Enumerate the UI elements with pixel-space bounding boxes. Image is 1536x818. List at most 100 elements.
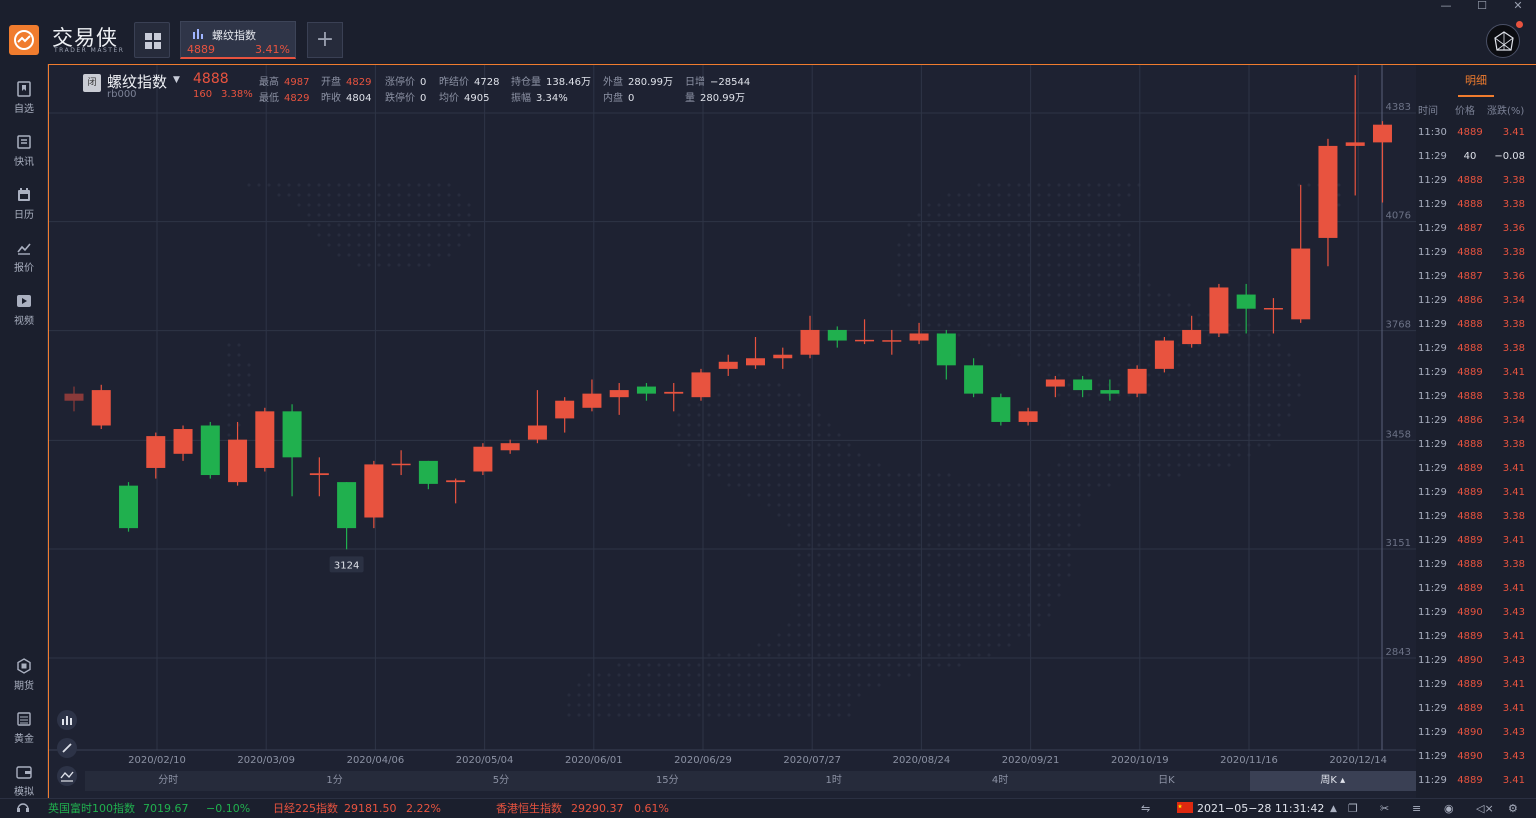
candle <box>309 457 329 497</box>
chart-panel[interactable]: 4383 4076 3768 3458 3151 2843 2020/02/10 2020/… <box>48 64 1416 798</box>
sidebar-item-video[interactable]: 视频 <box>0 284 48 334</box>
trade-row: 11:29 4889 3.41 <box>1416 673 1536 697</box>
sidebar-item-calendar[interactable]: 日历 <box>0 178 48 228</box>
trade-time: 11:29 <box>1418 751 1447 762</box>
candle <box>173 425 193 461</box>
trade-row: 11:29 40 −0.08 <box>1416 145 1536 169</box>
minimize-button[interactable]: — <box>1431 0 1461 14</box>
quote-field-label: 开盘 <box>321 77 341 88</box>
candle <box>636 383 656 401</box>
timeframe-tab[interactable]: 4时 <box>991 775 1009 786</box>
trade-price: 40 <box>1463 151 1477 162</box>
indicator-tool-button[interactable] <box>57 710 77 730</box>
candle <box>882 329 902 355</box>
headset-icon[interactable] <box>15 799 31 818</box>
trade-time: 11:29 <box>1418 487 1447 498</box>
trade-row: 11:29 4889 3.41 <box>1416 577 1536 601</box>
candle <box>855 319 875 345</box>
chevron-down-icon[interactable]: ▼ <box>173 75 180 85</box>
candle <box>1045 375 1065 398</box>
quote-field: 日增 −28544 <box>685 73 750 88</box>
ticker-name[interactable]: 香港恒生指数 <box>496 802 562 815</box>
trade-price: 4889 <box>1457 679 1483 690</box>
trade-price: 4888 <box>1457 511 1483 522</box>
candle <box>64 386 84 412</box>
logo-text: 交易侠 <box>52 26 118 50</box>
candle <box>582 379 602 412</box>
instrument-tab[interactable]: 螺纹指数 4889 3.41% <box>180 21 296 59</box>
tools-icon[interactable]: ✂ <box>1380 802 1390 815</box>
close-button[interactable]: ✕ <box>1503 0 1533 14</box>
quote-field-value: 280.99万 <box>628 77 673 88</box>
trade-time: 11:29 <box>1418 535 1447 546</box>
instrument-name[interactable]: 螺纹指数 <box>107 73 168 91</box>
sidebar-item-news[interactable]: 快讯 <box>0 125 48 175</box>
timeframe-tab[interactable]: 15分 <box>655 775 679 786</box>
layout-grid-button[interactable] <box>134 22 170 58</box>
trade-price: 4889 <box>1457 775 1483 786</box>
trade-time: 11:29 <box>1418 295 1447 306</box>
candle <box>827 326 847 348</box>
trade-time: 11:29 <box>1418 439 1447 450</box>
maximize-button[interactable]: ☐ <box>1467 0 1497 14</box>
draw-tool-button[interactable] <box>57 738 77 758</box>
timeframe-tab[interactable]: 周K ▴ <box>1249 771 1416 791</box>
ticker-name[interactable]: 日经225指数 <box>273 802 338 815</box>
x-tick-label: 2020/06/29 <box>674 755 732 766</box>
candle <box>1073 375 1093 398</box>
translate-icon[interactable]: ⇋ <box>1141 802 1151 815</box>
trade-price: 4888 <box>1457 559 1483 570</box>
mute-icon[interactable]: ◁× <box>1476 802 1494 815</box>
x-tick-label: 2020/02/10 <box>128 755 186 766</box>
quote-field-value: 4829 <box>284 93 310 104</box>
camera-icon[interactable]: ◉ <box>1444 802 1454 815</box>
trade-change: 3.41 <box>1502 535 1525 546</box>
quote-field-label: 外盘 <box>603 77 623 88</box>
add-tab-button[interactable]: + <box>307 22 343 58</box>
quote-field-label: 振幅 <box>511 93 531 104</box>
trade-row: 11:29 4889 3.41 <box>1416 625 1536 649</box>
trade-time: 11:29 <box>1418 151 1447 162</box>
quote-field-value: −28544 <box>710 77 751 88</box>
trade-price: 4889 <box>1457 463 1483 474</box>
trade-time: 11:29 <box>1418 343 1447 354</box>
sidebar-item-simulate[interactable]: 模拟 <box>0 755 48 805</box>
timeframe-tab[interactable]: 分时 <box>158 775 179 786</box>
candle <box>1154 337 1174 373</box>
ticker-value: 29181.50 <box>344 802 397 815</box>
ticker-name[interactable]: 英国富时100指数 <box>48 802 135 815</box>
timeframe-tab[interactable]: 1时 <box>825 775 842 786</box>
y-tick-label: 3458 <box>1386 429 1411 440</box>
candle <box>146 432 166 479</box>
trade-time: 11:29 <box>1418 631 1447 642</box>
trade-change: 3.41 <box>1502 703 1525 714</box>
trade-time: 11:29 <box>1418 367 1447 378</box>
trade-row: 11:29 4890 3.43 <box>1416 601 1536 625</box>
timeframe-tab[interactable]: 5分 <box>492 775 510 786</box>
quote-field: 昨结价 4728 <box>439 73 499 88</box>
timeframe-tab[interactable]: 日K <box>1158 775 1175 786</box>
panel-title[interactable]: 明细 <box>1465 74 1487 87</box>
window-icon[interactable]: ❐ <box>1348 802 1358 815</box>
chart-style-button[interactable] <box>57 766 77 786</box>
avatar[interactable] <box>1486 24 1520 58</box>
price-change: 160 <box>193 89 213 100</box>
sidebar-item-quotes[interactable]: 报价 <box>0 231 48 281</box>
trade-time: 11:29 <box>1418 223 1447 234</box>
sidebar-item-gold[interactable]: 黄金 <box>0 702 48 752</box>
price-change-pct: 3.38% <box>221 89 253 100</box>
chevron-up-icon[interactable]: ▲ <box>1330 804 1337 814</box>
settings-icon[interactable]: ⚙ <box>1508 802 1518 815</box>
quote-field: 昨收 4804 <box>321 89 371 104</box>
sidebar-item-futures[interactable]: 期货 <box>0 649 48 699</box>
sidebar-item-label: 快讯 <box>14 157 34 168</box>
grid-icon <box>145 33 161 49</box>
timeframe-tab[interactable]: 1分 <box>326 775 343 786</box>
candle <box>446 478 466 504</box>
quote-field-label: 最高 <box>259 77 279 88</box>
menu-icon[interactable]: ≡ <box>1412 802 1422 815</box>
sidebar-item-watchlist[interactable]: 自选 <box>0 72 48 122</box>
candle <box>473 443 493 476</box>
